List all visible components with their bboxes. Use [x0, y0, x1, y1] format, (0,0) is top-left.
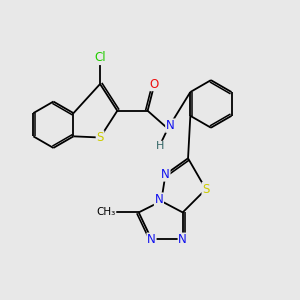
Text: S: S	[96, 131, 104, 144]
Text: N: N	[161, 168, 170, 181]
Text: Cl: Cl	[94, 51, 106, 64]
Text: CH₃: CH₃	[96, 207, 116, 218]
Text: N: N	[166, 119, 175, 132]
Text: N: N	[147, 233, 156, 246]
Text: H: H	[156, 141, 164, 152]
Text: N: N	[178, 233, 187, 246]
Text: O: O	[150, 77, 159, 91]
Text: S: S	[202, 183, 210, 196]
Text: N: N	[154, 193, 163, 206]
